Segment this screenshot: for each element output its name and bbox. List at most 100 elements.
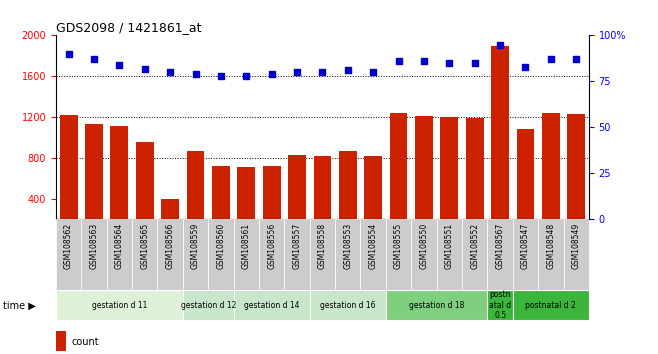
Text: GSM108552: GSM108552 (470, 223, 479, 269)
Text: GSM108558: GSM108558 (318, 223, 327, 269)
Bar (238, 167, 255, 240)
Text: GSM108560: GSM108560 (216, 223, 226, 269)
Bar (415, 116, 433, 240)
Bar (187, 151, 205, 240)
Text: GSM108554: GSM108554 (368, 223, 378, 269)
Bar (157, 219, 183, 290)
Point (368, 69, 378, 75)
Text: gestation d 18: gestation d 18 (409, 301, 465, 310)
Text: GSM108556: GSM108556 (267, 223, 276, 269)
Text: gestation d 11: gestation d 11 (91, 301, 147, 310)
Bar (339, 151, 357, 240)
Text: postnatal d 2: postnatal d 2 (526, 301, 576, 310)
Text: GSM108565: GSM108565 (140, 223, 149, 269)
Point (545, 57, 556, 62)
Point (291, 69, 302, 75)
Bar (234, 219, 259, 290)
Point (89, 57, 99, 62)
Bar (107, 219, 132, 290)
Text: GSM108563: GSM108563 (89, 223, 99, 269)
Bar (82, 219, 107, 290)
Text: GDS2098 / 1421861_at: GDS2098 / 1421861_at (56, 21, 201, 34)
Point (520, 64, 531, 69)
Bar (335, 219, 361, 290)
Point (418, 58, 429, 64)
Bar (488, 290, 513, 320)
Text: gestation d 12: gestation d 12 (180, 301, 236, 310)
Text: GSM108562: GSM108562 (64, 223, 73, 269)
Bar (462, 219, 488, 290)
Text: GSM108566: GSM108566 (166, 223, 174, 269)
Bar (310, 219, 335, 290)
Text: count: count (72, 337, 99, 347)
Bar (183, 219, 208, 290)
Text: GSM108564: GSM108564 (115, 223, 124, 269)
Bar (440, 117, 458, 240)
Bar (390, 113, 407, 240)
Bar (56, 219, 82, 290)
Bar (386, 219, 411, 290)
Point (190, 71, 201, 77)
Point (495, 42, 505, 47)
Point (165, 69, 176, 75)
Bar (386, 290, 488, 320)
Text: GSM108549: GSM108549 (572, 223, 581, 269)
Bar (513, 290, 589, 320)
Point (317, 69, 328, 75)
Point (139, 66, 150, 72)
Text: gestation d 16: gestation d 16 (320, 301, 376, 310)
Text: time ▶: time ▶ (3, 300, 36, 310)
Text: GSM108548: GSM108548 (546, 223, 555, 269)
Bar (411, 219, 437, 290)
Point (216, 73, 226, 79)
Bar (183, 290, 234, 320)
Text: GSM108551: GSM108551 (445, 223, 454, 269)
Bar (208, 219, 234, 290)
Bar (466, 118, 484, 240)
Bar (365, 156, 382, 240)
Bar (310, 290, 386, 320)
Point (63, 51, 74, 57)
Point (343, 68, 353, 73)
Point (469, 60, 480, 66)
Text: GSM108550: GSM108550 (419, 223, 428, 269)
Bar (263, 166, 280, 240)
Bar (513, 219, 538, 290)
Point (393, 58, 404, 64)
Point (241, 73, 251, 79)
Text: GSM108567: GSM108567 (495, 223, 505, 269)
Bar (491, 46, 509, 240)
Text: GSM108553: GSM108553 (343, 223, 352, 269)
Bar (288, 155, 306, 240)
Bar (538, 219, 563, 290)
Bar (85, 124, 103, 240)
Bar (132, 219, 157, 290)
Bar (488, 219, 513, 290)
Bar (136, 142, 154, 240)
Point (114, 62, 124, 68)
Text: gestation d 14: gestation d 14 (244, 301, 299, 310)
Text: postn
atal d
0.5: postn atal d 0.5 (489, 290, 511, 320)
Bar (259, 219, 284, 290)
Bar (517, 130, 534, 240)
Bar (542, 113, 560, 240)
Bar (56, 290, 183, 320)
Bar (563, 219, 589, 290)
Bar (60, 115, 78, 240)
Point (444, 60, 455, 66)
Point (571, 57, 582, 62)
Bar (284, 219, 310, 290)
Bar (361, 219, 386, 290)
Bar (56, 331, 66, 351)
Bar (314, 156, 331, 240)
Text: GSM108547: GSM108547 (521, 223, 530, 269)
Text: GSM108559: GSM108559 (191, 223, 200, 269)
Text: GSM108555: GSM108555 (394, 223, 403, 269)
Bar (111, 126, 128, 240)
Text: GSM108561: GSM108561 (241, 223, 251, 269)
Text: GSM108557: GSM108557 (293, 223, 301, 269)
Bar (437, 219, 462, 290)
Bar (212, 166, 230, 240)
Bar (234, 290, 310, 320)
Bar (567, 114, 585, 240)
